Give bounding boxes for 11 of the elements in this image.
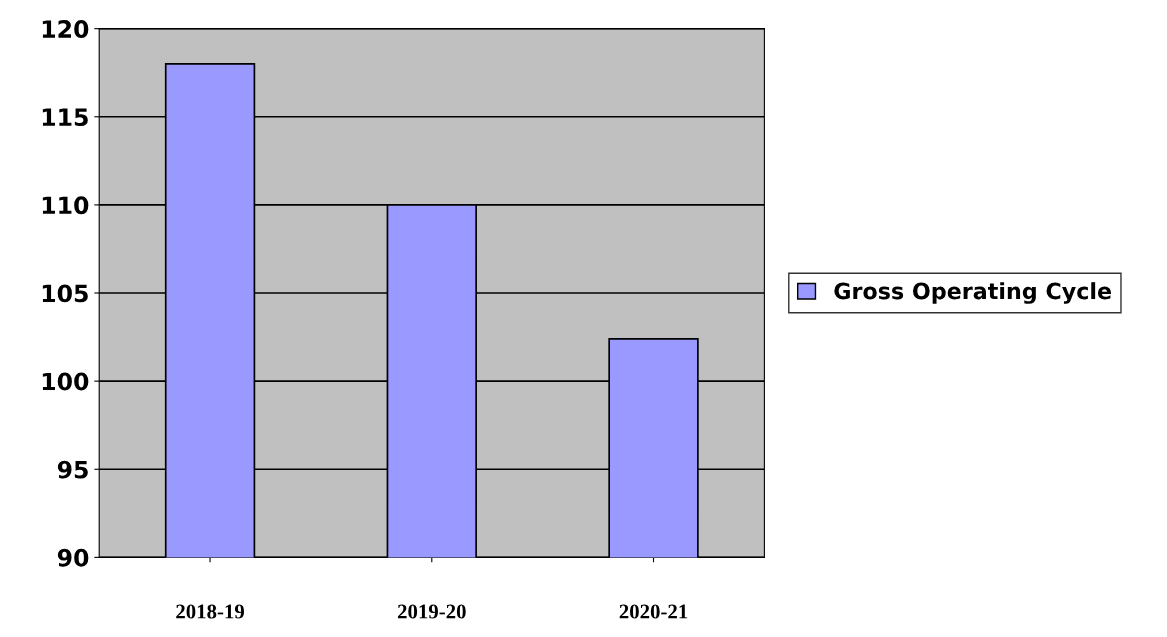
x-tick-label: 2018-19 [176,604,245,619]
x-tick-label: 2019-20 [397,604,466,619]
y-tick-label: 100 [42,372,89,391]
y-tick-label: 110 [42,196,89,215]
y-tick-label: 95 [57,460,88,479]
y-tick-label: 115 [42,108,88,127]
x-tick-label: 2020-21 [619,604,688,619]
y-tick-label: 120 [42,20,89,38]
y-tick-label: 105 [42,284,88,303]
legend-label: Gross Operating Cycle [834,282,1112,304]
y-tick-label: 90 [57,548,89,567]
